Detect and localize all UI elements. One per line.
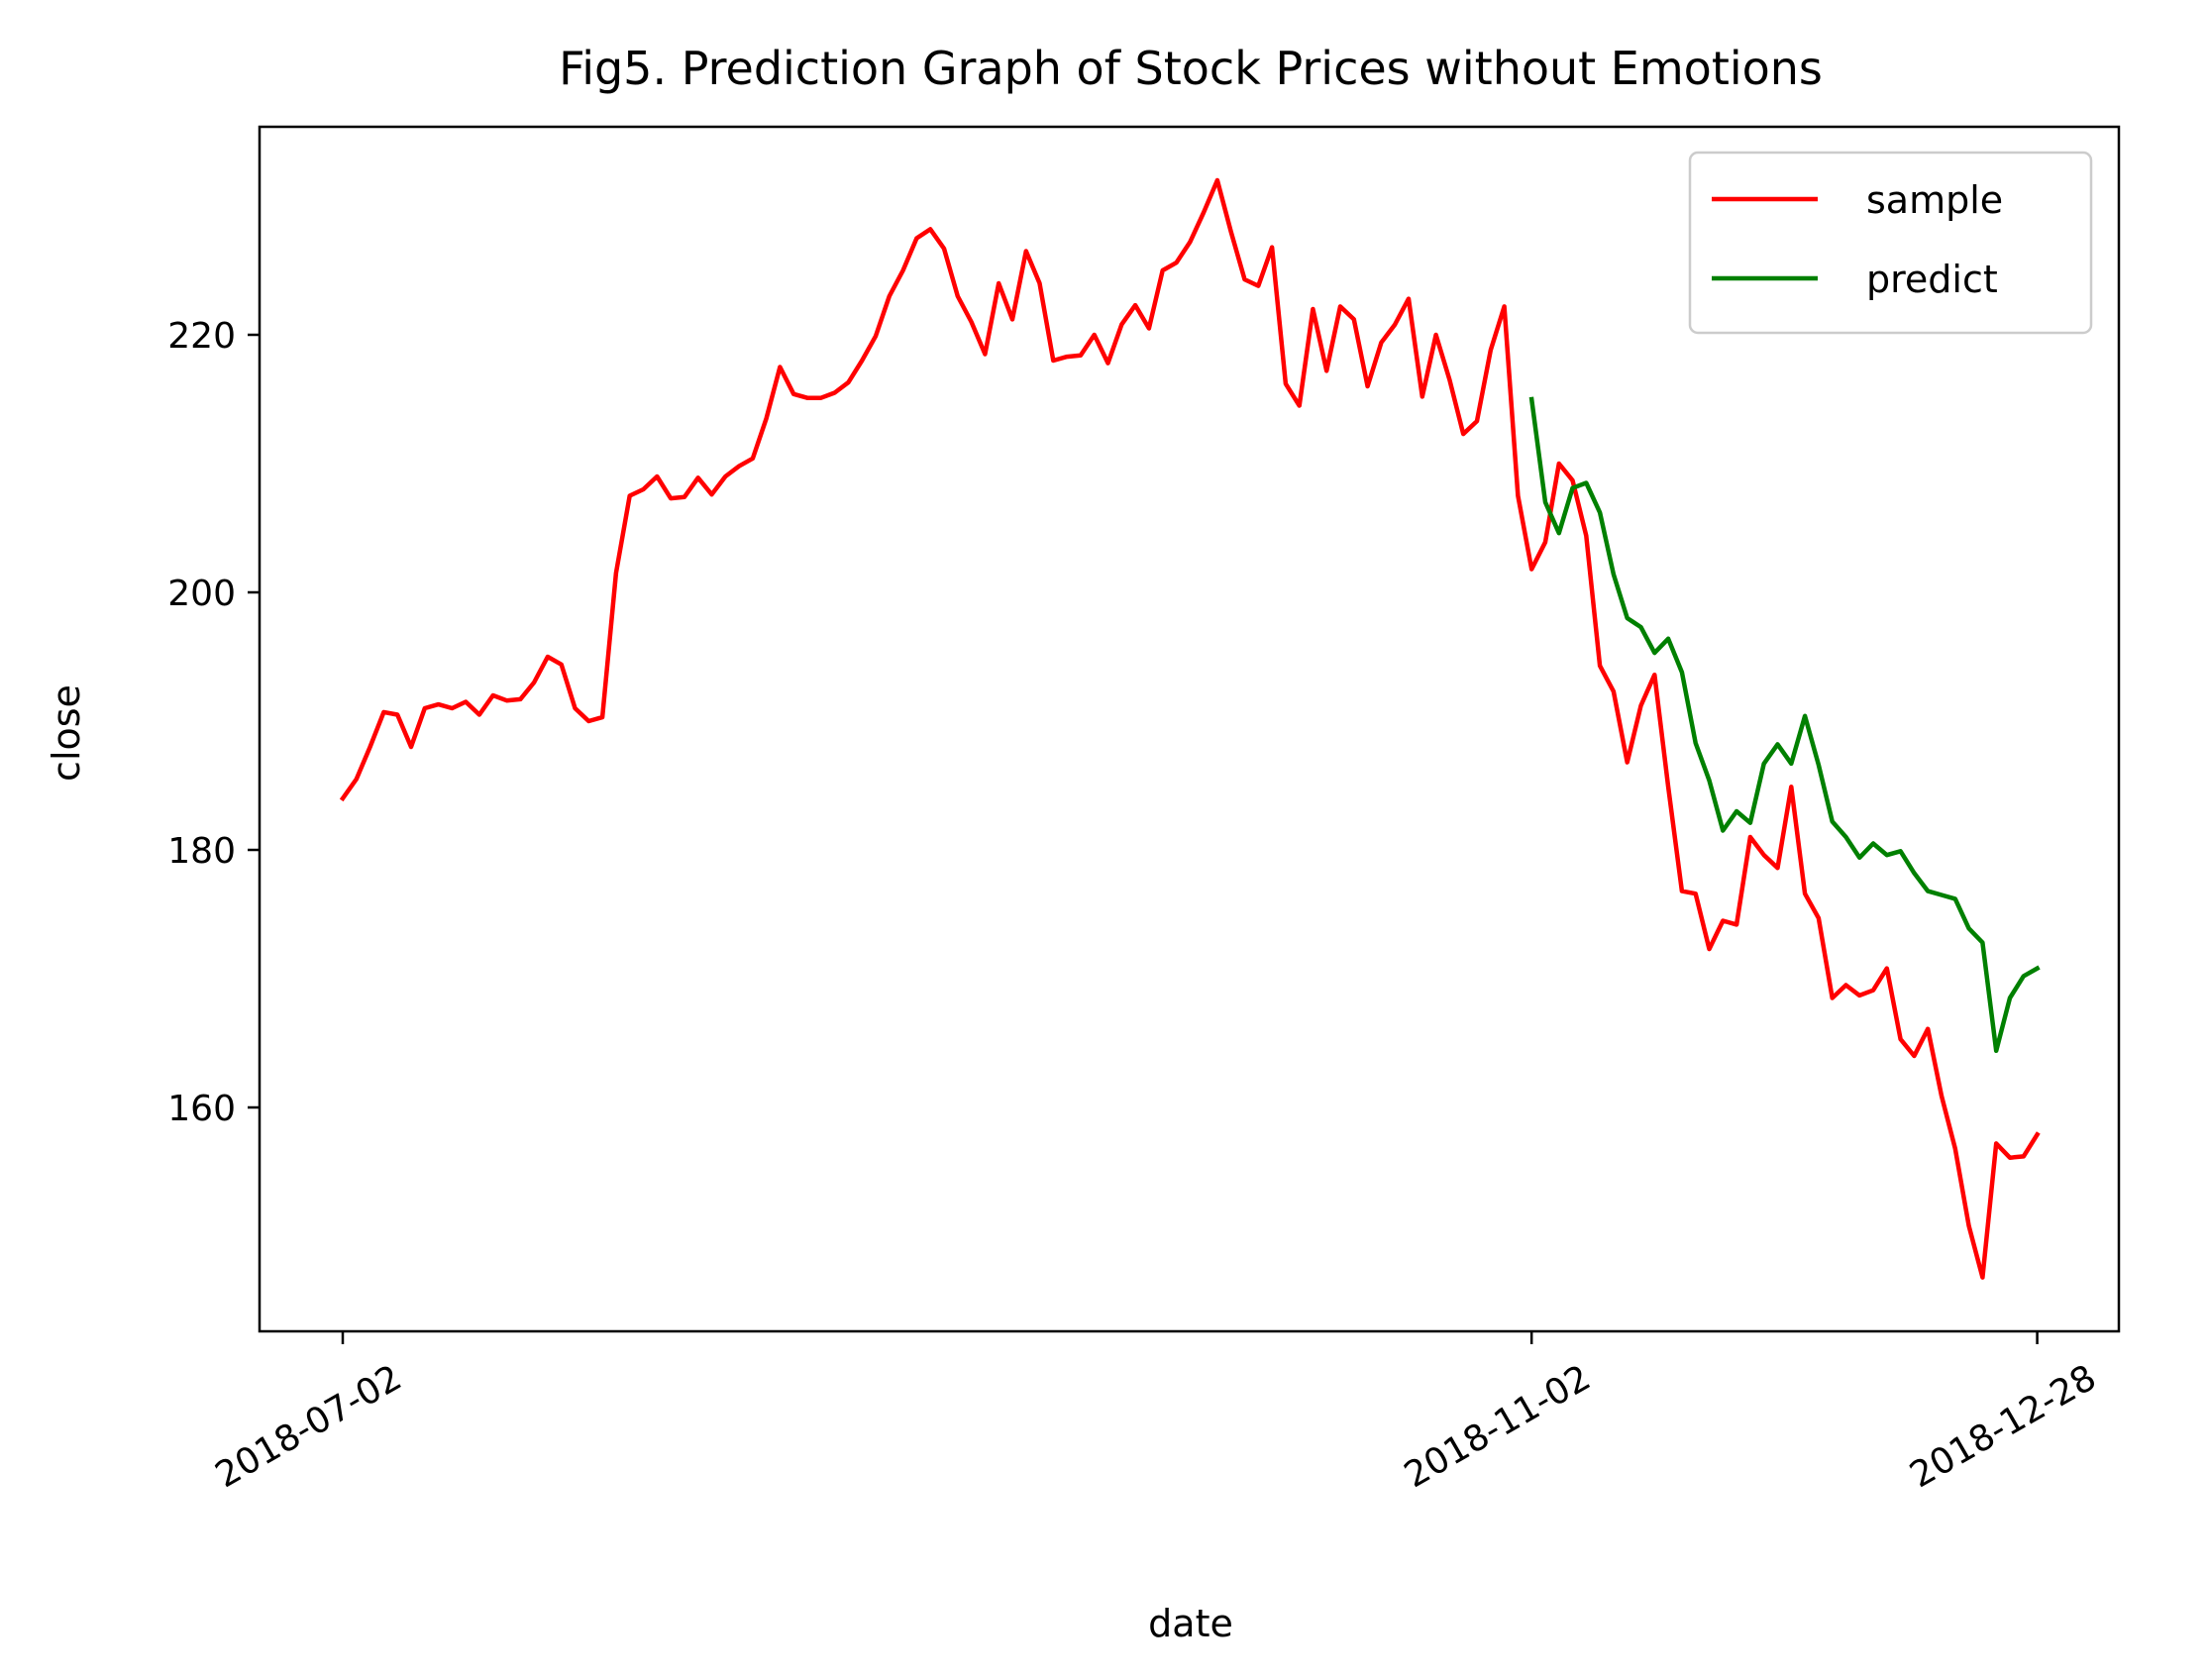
legend-label-predict: predict [1866, 258, 1998, 301]
series-line-predict [1528, 396, 2041, 1054]
x-axis-label: date [1148, 1602, 1233, 1645]
x-tick-label: 2018-11-02 [1398, 1357, 1598, 1496]
x-axis: 2018-07-02 2018-11-02 2018-12-28 [209, 1331, 2103, 1496]
x-tick-label: 2018-12-28 [1903, 1357, 2103, 1496]
chart-title: Fig5. Prediction Graph of Stock Prices w… [559, 42, 1823, 95]
y-axis: 160 180 200 220 [167, 316, 260, 1129]
x-tick-label: 2018-07-02 [209, 1357, 409, 1496]
y-tick-label: 160 [167, 1089, 236, 1129]
legend: sample predict [1688, 151, 2093, 335]
y-tick-label: 220 [167, 316, 236, 357]
series-line-sample [339, 177, 2041, 1280]
y-axis-label: close [45, 684, 88, 782]
series-layer [339, 177, 2041, 1280]
y-tick-label: 180 [167, 831, 236, 872]
y-tick-label: 200 [167, 574, 236, 614]
legend-label-sample: sample [1866, 178, 2003, 222]
plot-frame [258, 125, 2121, 1333]
